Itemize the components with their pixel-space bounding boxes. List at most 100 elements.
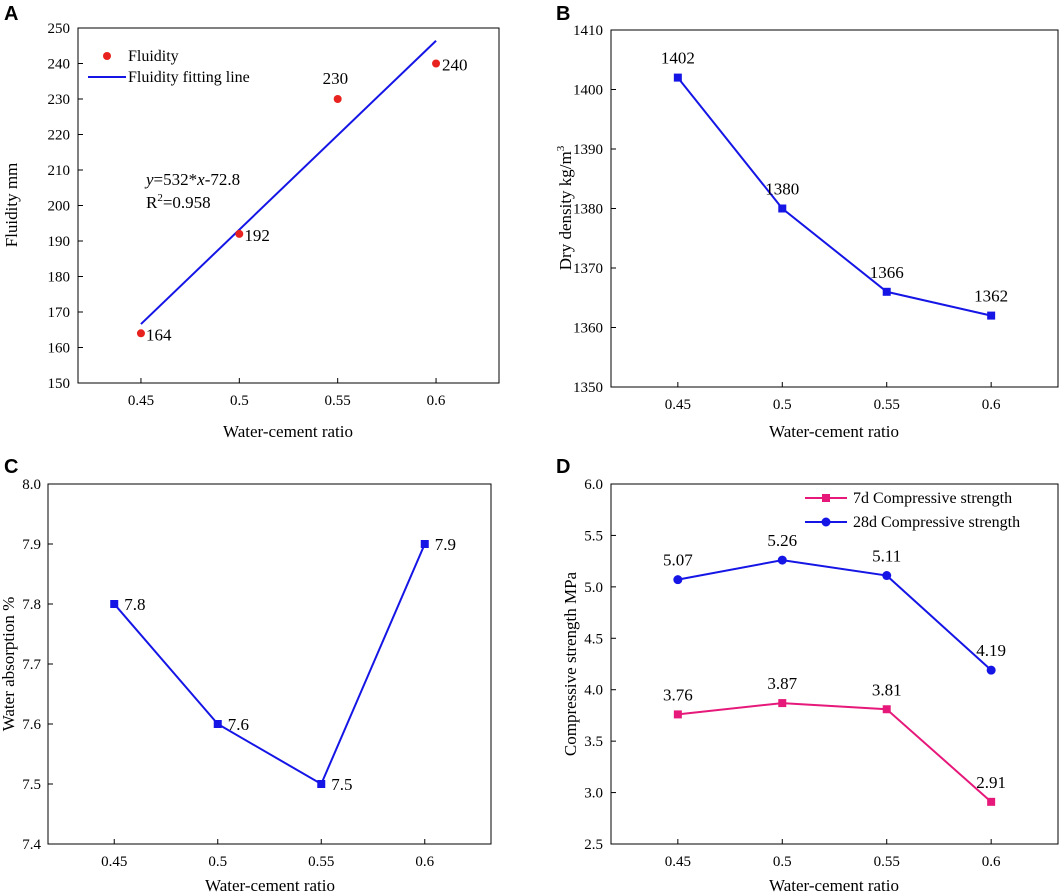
y-tick-label: 6.0 [584,477,603,493]
panel-b-plot-frame [610,29,1059,388]
y-tick-label: 200 [48,199,71,215]
28d-strength-point [777,555,787,565]
y-tick-label: 180 [48,270,71,286]
dry-density-point [987,311,996,320]
dry-density-data-label: 1366 [870,263,904,282]
7d-strength-point [882,705,891,714]
fluidity-fitting-line [140,40,437,325]
eq-tail: -72.8 [205,170,240,189]
panel-c-y-axis-title: Water absorption % [0,597,18,732]
fit-equation: y=532*x-72.8 [144,170,240,189]
water-absorption-point [110,600,119,608]
panel-c-x-axis-title: Water-cement ratio [205,876,335,895]
panel-d-x-axis-title: Water-cement ratio [769,876,899,895]
panel-b-y-axis-title-main: Dry density kg/m [556,151,575,270]
panel-b-x-axis-title: Water-cement ratio [769,422,899,441]
x-tick-label: 0.55 [325,393,351,409]
fluidity-data-label: 240 [442,56,468,75]
legend-fluidity-label: Fluidity [128,48,179,65]
dry-density-point [882,287,891,296]
y-tick-label: 5.5 [584,528,603,544]
y-tick-label: 1370 [573,261,603,277]
panel-b-y-axis-title-sup: 3 [555,145,567,151]
y-tick-label: 160 [48,341,71,357]
panel-c-water-absorption-chart: 7.4 7.5 7.6 7.7 7.8 7.9 8.0 0.45 0.5 0.55 0.6 Wat… [0,477,492,895]
y-tick-label: 170 [48,305,71,321]
7d-strength-point [673,710,682,719]
legend-fitting-line-label: Fluidity fitting line [128,69,250,86]
fit-r-squared: R2=0.958 [146,192,211,212]
water-absorption-data-label: 7.5 [331,775,352,794]
y-tick-label: 7.6 [22,717,41,733]
y-tick-label: 4.5 [584,631,603,647]
dry-density-data-label: 1402 [661,49,695,68]
y-tick-label: 1350 [573,380,603,396]
legend-28d-swatch-marker [821,517,831,527]
7d-strength-data-label: 3.76 [663,685,693,704]
y-tick-label: 7.5 [22,777,41,793]
x-tick-label: 0.5 [773,397,792,413]
28d-strength-data-label: 5.11 [872,547,901,566]
y-tick-label: 7.4 [22,837,41,853]
x-tick-label: 0.55 [874,854,900,870]
legend-28d-label: 28d Compressive strength [853,514,1020,531]
x-tick-label: 0.45 [665,854,691,870]
y-tick-label: 5.0 [584,580,603,596]
legend-7d-label: 7d Compressive strength [853,490,1012,507]
fluidity-point [235,229,244,238]
x-tick-label: 0.5 [208,854,227,870]
y-tick-label: 1380 [573,202,603,218]
x-tick-label: 0.6 [415,854,434,870]
7d-strength-data-label: 3.87 [767,674,797,693]
panel-a-fluidity-chart: 150 160 170 180 190 200 210 220 230 240 250 0.45 0.… [2,21,500,441]
eq-r-sup: 2 [157,192,163,204]
7d-strength-data-label: 2.91 [976,773,1006,792]
eq-y: y [144,170,154,189]
dry-density-point [778,204,787,213]
fluidity-point [136,329,145,338]
x-tick-label: 0.6 [427,393,446,409]
y-tick-label: 190 [48,234,71,250]
y-tick-label: 1410 [573,23,603,39]
y-tick-label: 1390 [573,142,603,158]
fluidity-data-label: 230 [323,69,349,88]
panel-d-compressive-strength-chart: 2.53.03.54.04.55.05.56.0 0.45 0.5 0.55 0.6 … [561,477,1059,895]
x-tick-label: 0.45 [128,393,154,409]
fluidity-point [333,95,342,103]
eq-r: R [146,193,158,212]
dry-density-line [677,76,992,317]
28d-strength-data-label: 4.19 [976,641,1006,660]
water-absorption-data-label: 7.9 [435,535,456,554]
28d-strength-data-label: 5.26 [767,531,797,550]
x-tick-label: 0.45 [665,397,691,413]
7d-strength-data-label: 3.81 [872,680,902,699]
fluidity-data-label: 164 [146,325,172,344]
y-tick-label: 230 [48,92,71,108]
water-absorption-point [420,540,429,548]
y-tick-label: 1360 [573,321,603,337]
y-tick-label: 250 [48,21,71,37]
panel-letter-b: B [556,3,570,25]
eq-x: x [196,170,205,189]
28d-strength-data-label: 5.07 [663,551,693,570]
eq-r-value: =0.958 [163,193,211,212]
legend-7d-swatch-marker [822,494,830,502]
water-absorption-point [317,780,326,788]
water-absorption-data-label: 7.8 [124,595,145,614]
y-tick-label: 240 [48,57,71,73]
y-tick-label: 8.0 [22,477,41,493]
panel-letter-a: A [4,3,18,25]
x-tick-label: 0.55 [308,854,334,870]
28d-strength-point [673,575,683,585]
panel-letter-d: D [556,456,570,478]
y-tick-label: 3.5 [584,734,603,750]
panel-b-dry-density-chart: 1350 1360 1370 1380 1390 1400 1410 0.45 0.5 0.55… [555,23,1059,441]
28d-strength-point [986,665,996,675]
eq-rest: =532* [154,170,198,189]
legend-fluidity-marker [103,52,111,60]
x-tick-label: 0.6 [982,397,1001,413]
y-tick-label: 210 [48,163,71,179]
panel-d-y-axis-title: Compressive strength MPa [561,571,580,756]
dry-density-data-label: 1380 [765,180,799,199]
